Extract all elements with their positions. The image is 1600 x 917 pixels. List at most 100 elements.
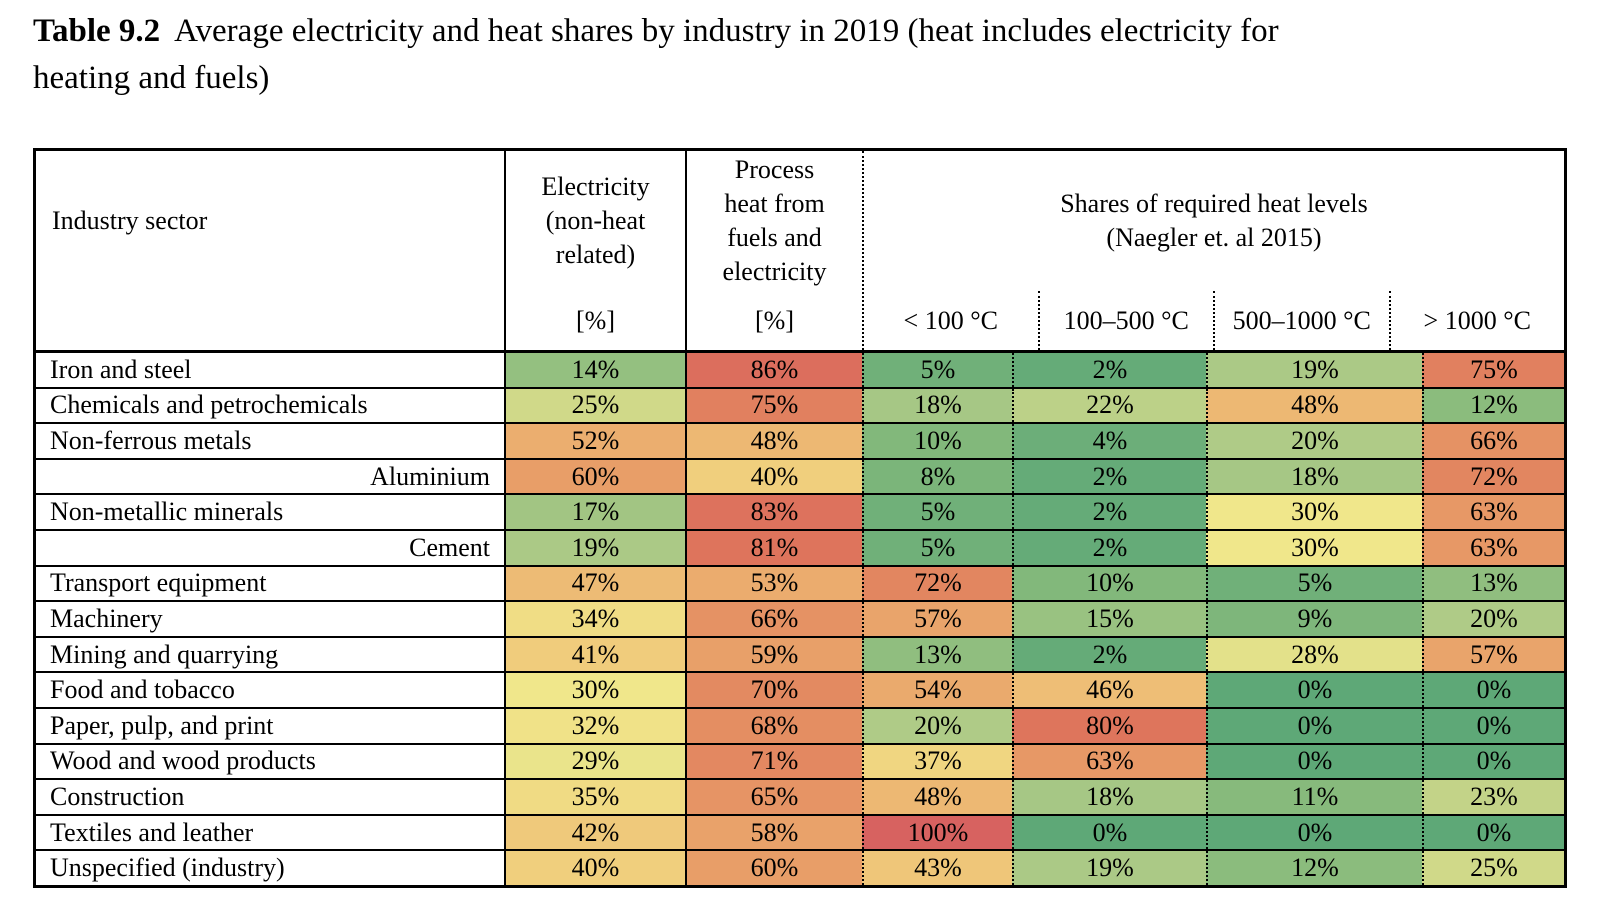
value-cell: 12%	[1422, 388, 1564, 423]
value-cell: 72%	[1422, 459, 1564, 494]
sector-cell: Chemicals and petrochemicals	[36, 388, 504, 423]
value-cell: 5%	[862, 530, 1012, 565]
table-number-label: Table 9.2	[33, 13, 161, 49]
value-cell: 9%	[1206, 602, 1422, 636]
value-cell: 66%	[1422, 424, 1564, 458]
table-caption-text: Average electricity and heat shares by i…	[33, 13, 1279, 96]
value-cell: 29%	[504, 744, 685, 779]
value-cell: 0%	[1012, 815, 1206, 850]
value-cell: 18%	[1012, 780, 1206, 814]
value-cell: 0%	[1422, 744, 1564, 779]
table-row: Machinery 34% 66% 57% 15% 9% 20%	[36, 600, 1564, 636]
electricity-unit-label: [%]	[576, 305, 615, 335]
sector-cell: Wood and wood products	[36, 744, 504, 779]
value-cell: 48%	[1206, 388, 1422, 423]
value-cell: 80%	[1012, 708, 1206, 743]
value-cell: 28%	[1206, 637, 1422, 672]
value-cell: 23%	[1422, 780, 1564, 814]
value-cell: 59%	[685, 637, 862, 672]
value-cell: 57%	[1422, 637, 1564, 672]
value-cell: 10%	[1012, 566, 1206, 601]
heat-level-col-header: 100–500 °C	[1037, 291, 1214, 350]
value-cell: 0%	[1422, 815, 1564, 850]
sector-cell: Mining and quarrying	[36, 637, 504, 672]
value-cell: 20%	[1206, 424, 1422, 458]
value-cell: 8%	[862, 459, 1012, 494]
value-cell: 0%	[1206, 673, 1422, 707]
value-cell: 13%	[862, 637, 1012, 672]
value-cell: 19%	[504, 530, 685, 565]
value-cell: 60%	[685, 851, 862, 885]
sector-cell: Machinery	[36, 602, 504, 636]
sector-cell: Iron and steel	[36, 353, 504, 387]
value-cell: 37%	[862, 744, 1012, 779]
table-row: Textiles and leather 42% 58% 100% 0% 0% …	[36, 813, 1564, 850]
value-cell: 83%	[685, 495, 862, 529]
data-table: Industry sector Electricity (non-heat re…	[33, 148, 1567, 888]
table-row: Cement 19% 81% 5% 2% 30% 63%	[36, 528, 1564, 565]
value-cell: 0%	[1206, 815, 1422, 850]
value-cell: 18%	[862, 388, 1012, 423]
value-cell: 46%	[1012, 673, 1206, 707]
table-row: Iron and steel 14% 86% 5% 2% 19% 75%	[36, 353, 1564, 387]
table-row: Mining and quarrying 41% 59% 13% 2% 28% …	[36, 635, 1564, 672]
value-cell: 2%	[1012, 637, 1206, 672]
value-cell: 15%	[1012, 602, 1206, 636]
value-cell: 40%	[685, 459, 862, 494]
value-cell: 5%	[862, 495, 1012, 529]
page-title: Table 9.2 Average electricity and heat sh…	[33, 8, 1565, 102]
col-electricity-header: Electricity (non-heat related) [%]	[504, 151, 685, 350]
value-cell: 54%	[862, 673, 1012, 707]
value-cell: 47%	[504, 566, 685, 601]
sector-cell: Textiles and leather	[36, 815, 504, 850]
value-cell: 10%	[862, 424, 1012, 458]
col-industry-header: Industry sector	[36, 151, 504, 350]
value-cell: 14%	[504, 353, 685, 387]
heat-level-col-header: > 1000 °C	[1388, 291, 1565, 350]
table-row: Paper, pulp, and print 32% 68% 20% 80% 0…	[36, 706, 1564, 743]
table-row: Non-ferrous metals 52% 48% 10% 4% 20% 66…	[36, 422, 1564, 458]
value-cell: 35%	[504, 780, 685, 814]
value-cell: 20%	[862, 708, 1012, 743]
heat-level-col-header: 500–1000 °C	[1213, 291, 1389, 350]
sector-cell: Aluminium	[36, 459, 504, 494]
heat-levels-subheader: < 100 °C 100–500 °C 500–1000 °C > 1000 °…	[864, 291, 1564, 350]
value-cell: 13%	[1422, 566, 1564, 601]
heat-levels-group-header: Shares of required heat levels (Naegler …	[862, 151, 1564, 350]
value-cell: 41%	[504, 637, 685, 672]
value-cell: 42%	[504, 815, 685, 850]
table-row: Wood and wood products 29% 71% 37% 63% 0…	[36, 742, 1564, 779]
value-cell: 48%	[862, 780, 1012, 814]
heat-level-col-header: < 100 °C	[903, 305, 998, 335]
value-cell: 53%	[685, 566, 862, 601]
value-cell: 2%	[1012, 530, 1206, 565]
value-cell: 34%	[504, 602, 685, 636]
value-cell: 20%	[1422, 602, 1564, 636]
value-cell: 5%	[1206, 566, 1422, 601]
table-row: Non-metallic minerals 17% 83% 5% 2% 30% …	[36, 493, 1564, 529]
value-cell: 75%	[685, 388, 862, 423]
process-heat-header-label: Process heat from fuels and electricity	[722, 155, 827, 286]
value-cell: 60%	[504, 459, 685, 494]
value-cell: 30%	[1206, 495, 1422, 529]
value-cell: 30%	[504, 673, 685, 707]
value-cell: 75%	[1422, 353, 1564, 387]
value-cell: 70%	[685, 673, 862, 707]
value-cell: 19%	[1206, 353, 1422, 387]
sector-cell: Construction	[36, 780, 504, 814]
process-heat-unit-label: [%]	[755, 305, 794, 335]
value-cell: 25%	[1422, 851, 1564, 885]
value-cell: 72%	[862, 566, 1012, 601]
value-cell: 48%	[685, 424, 862, 458]
sector-cell: Food and tobacco	[36, 673, 504, 707]
value-cell: 63%	[1012, 744, 1206, 779]
sector-cell: Unspecified (industry)	[36, 851, 504, 885]
value-cell: 2%	[1012, 459, 1206, 494]
value-cell: 22%	[1012, 388, 1206, 423]
value-cell: 40%	[504, 851, 685, 885]
value-cell: 32%	[504, 708, 685, 743]
table-row: Construction 35% 65% 48% 18% 11% 23%	[36, 778, 1564, 814]
value-cell: 2%	[1012, 353, 1206, 387]
value-cell: 71%	[685, 744, 862, 779]
value-cell: 18%	[1206, 459, 1422, 494]
